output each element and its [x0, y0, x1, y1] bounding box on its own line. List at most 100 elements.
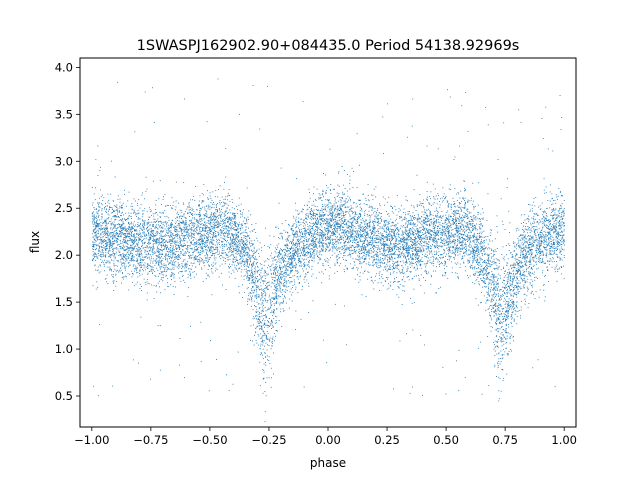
data-point [171, 250, 172, 252]
data-point [165, 259, 166, 261]
data-point [469, 241, 471, 243]
data-point [450, 225, 452, 226]
data-point [166, 274, 167, 276]
data-point [508, 274, 510, 276]
data-point [389, 284, 391, 286]
data-point [142, 265, 144, 267]
data-point [331, 232, 333, 234]
data-point [216, 269, 218, 270]
data-point [425, 245, 427, 247]
data-point [277, 282, 278, 284]
data-point [395, 246, 397, 248]
data-point [506, 262, 508, 264]
data-point [341, 235, 343, 237]
data-point [358, 234, 359, 236]
data-point [138, 240, 140, 241]
data-point [237, 236, 239, 237]
data-point [258, 318, 259, 320]
data-point [304, 264, 306, 266]
data-point [236, 248, 238, 250]
data-point [378, 212, 380, 213]
data-point [457, 241, 459, 242]
data-point [223, 228, 224, 230]
data-point [471, 216, 473, 218]
data-point [561, 219, 563, 220]
data-point [302, 222, 304, 224]
data-point [138, 254, 140, 256]
data-point [353, 225, 355, 227]
data-point [122, 245, 124, 247]
data-point [171, 267, 173, 269]
data-point [138, 234, 140, 235]
data-point [101, 210, 103, 212]
data-point [391, 239, 393, 241]
data-point [207, 198, 209, 200]
data-point [190, 199, 191, 201]
data-point [387, 261, 388, 263]
data-point [404, 240, 405, 242]
data-point [161, 245, 162, 246]
data-point [97, 202, 98, 204]
data-point [282, 308, 284, 310]
data-point [231, 264, 233, 266]
data-point [252, 243, 254, 245]
data-point [474, 283, 476, 285]
data-point [506, 328, 507, 330]
data-point [472, 257, 474, 259]
data-point [332, 214, 333, 215]
data-point [111, 242, 113, 244]
data-point [402, 238, 404, 240]
data-point [494, 238, 496, 240]
data-point [380, 247, 382, 249]
data-point [169, 230, 170, 232]
data-point [446, 201, 448, 203]
data-point [116, 229, 118, 231]
data-point [474, 273, 476, 274]
data-point [492, 274, 494, 276]
data-point [352, 211, 353, 213]
data-point [166, 229, 168, 231]
data-point [104, 231, 106, 232]
data-point [468, 226, 470, 228]
data-point [256, 296, 258, 298]
data-point [338, 247, 340, 249]
data-point [397, 264, 399, 266]
data-point [304, 238, 306, 239]
data-point [315, 240, 317, 242]
data-point [316, 210, 318, 211]
data-point [389, 250, 391, 252]
data-point [365, 228, 367, 230]
data-point [352, 232, 353, 234]
data-point [98, 255, 100, 257]
data-point [364, 239, 366, 241]
data-point [150, 268, 152, 270]
data-point [373, 259, 374, 261]
data-point [413, 232, 414, 234]
data-point [537, 242, 539, 244]
data-point [419, 244, 421, 246]
data-point [537, 214, 539, 216]
data-point [402, 233, 404, 234]
data-point [162, 231, 163, 233]
data-point [396, 243, 398, 245]
data-point [372, 208, 374, 209]
data-point [499, 298, 500, 300]
data-point [464, 202, 466, 204]
data-point [536, 221, 538, 223]
data-point [503, 283, 505, 285]
data-point [336, 236, 338, 238]
data-point [348, 224, 350, 226]
data-point [368, 200, 370, 202]
data-point [211, 234, 213, 235]
data-point [335, 198, 336, 200]
data-point [148, 235, 150, 237]
data-point [248, 269, 250, 271]
data-point [534, 205, 536, 207]
data-point [309, 253, 311, 255]
data-point [452, 235, 454, 237]
data-point [309, 228, 311, 230]
data-point [255, 276, 257, 278]
data-point [329, 231, 331, 232]
data-point [200, 226, 201, 228]
data-point [500, 350, 502, 352]
